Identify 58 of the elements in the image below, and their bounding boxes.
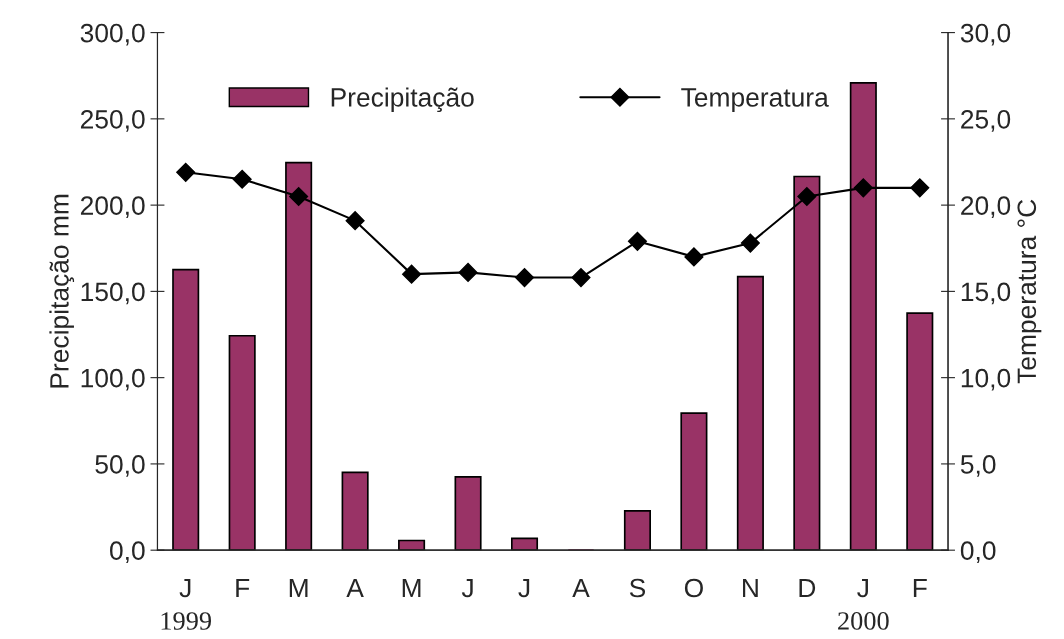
x-tick-label: O: [684, 578, 703, 598]
point: [402, 264, 422, 284]
y-tick-label: 100,0: [81, 368, 145, 391]
x-tick-label: F: [236, 578, 250, 598]
y2-axis-title: Temperatura °C: [1017, 199, 1042, 384]
x-tick-label: M: [402, 578, 421, 598]
point: [514, 268, 535, 288]
y-tick-label: 200,0: [80, 196, 145, 219]
point: [684, 247, 704, 267]
x-tick-label: D: [799, 578, 816, 598]
legend-label: Precipitação: [331, 87, 474, 113]
y2-tick-label: 0,0: [960, 541, 996, 564]
bar: [510, 537, 539, 551]
point: [910, 178, 930, 198]
y2-tick-label: 25,0: [961, 109, 1011, 132]
point: [345, 211, 365, 231]
y2-tick-label: 30,0: [960, 23, 1011, 46]
bar: [680, 412, 708, 551]
y-tick-label: 250,0: [80, 109, 145, 132]
y-tick-label: 300,0: [80, 23, 145, 46]
x-tick-label: S: [629, 578, 646, 598]
x-tick-label: M: [289, 578, 308, 598]
bar: [454, 476, 482, 551]
y-tick-label: 0,0: [110, 541, 145, 564]
point: [176, 162, 196, 182]
x-tick-label: F: [913, 578, 927, 598]
bar: [906, 312, 934, 551]
bar: [228, 334, 256, 551]
y2-tick-label: 20,0: [961, 196, 1011, 219]
y2-tick-label: 10,0: [961, 368, 1011, 391]
point: [797, 186, 817, 207]
point: [627, 231, 647, 251]
point: [458, 262, 478, 282]
y-axis-title: Precipitação mm: [49, 194, 75, 388]
bar: [736, 275, 764, 551]
point: [289, 186, 309, 207]
x-tick-label: J: [461, 578, 473, 598]
bar: [623, 510, 651, 551]
bar: [398, 539, 426, 551]
x-tick-label: A: [346, 578, 364, 598]
x-tick-label: A: [572, 578, 590, 598]
text: 2000: [838, 612, 889, 630]
bar: [172, 268, 200, 551]
y-tick-label: 150,0: [81, 282, 145, 305]
y2-tick-label: 15,0: [961, 282, 1011, 305]
y-tick-label: 50,0: [95, 455, 145, 477]
point: [740, 233, 760, 253]
point: [571, 268, 591, 288]
point: [853, 178, 873, 198]
bar: [341, 471, 369, 551]
text: 1999: [161, 612, 212, 630]
x-tick-label: N: [743, 578, 758, 598]
x-tick-label: J: [179, 578, 191, 598]
legend-label: Temperatura: [681, 88, 829, 112]
x-tick-label: J: [518, 578, 530, 598]
x-tick-label: J: [857, 578, 868, 598]
point: [232, 169, 252, 189]
y2-tick-label: 5,0: [960, 455, 996, 477]
